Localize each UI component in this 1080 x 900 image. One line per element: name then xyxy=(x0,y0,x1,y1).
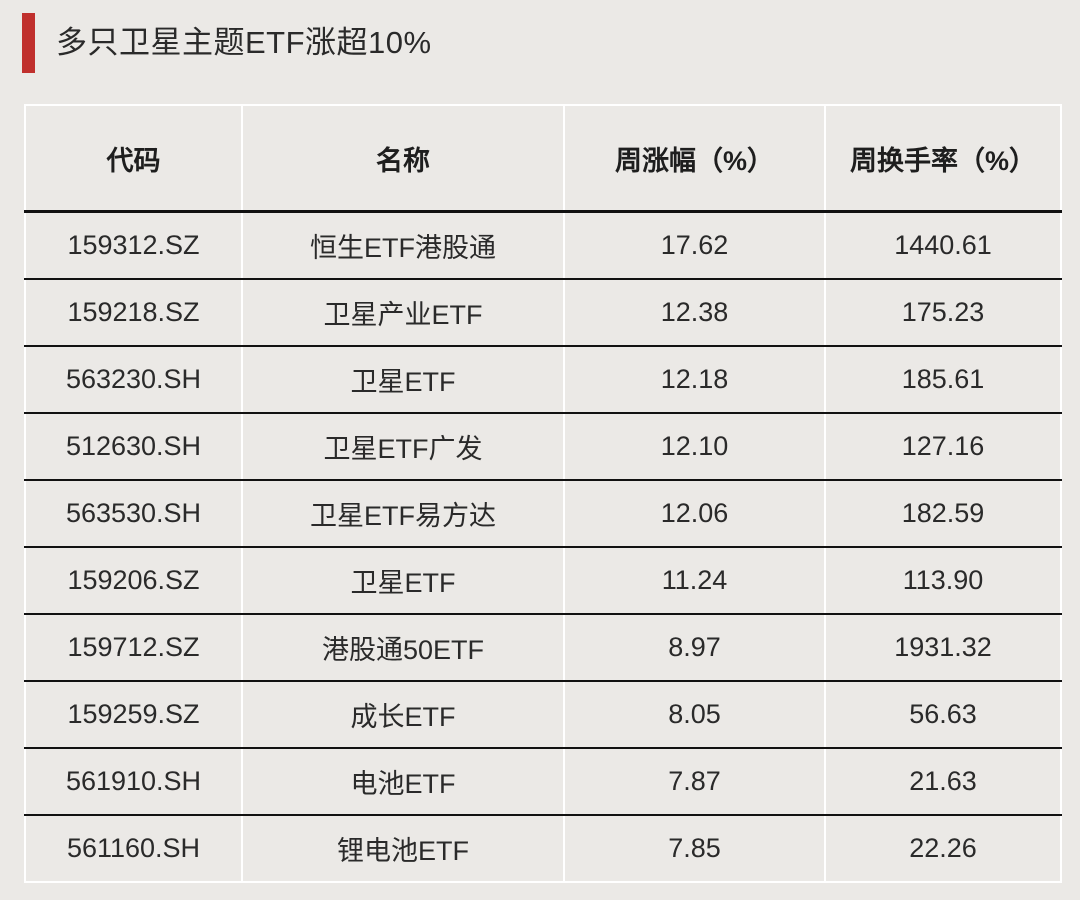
cell-name: 港股通50ETF xyxy=(241,614,564,682)
cell-name: 锂电池ETF xyxy=(241,815,564,882)
cell-weekly-change: 12.38 xyxy=(563,279,825,347)
cell-weekly-turnover: 185.61 xyxy=(824,346,1061,414)
etf-table: 代码 名称 周涨幅（%） 周换手率（%） 159312.SZ 恒生ETF港股通 17… xyxy=(24,104,1062,883)
cell-weekly-change: 7.85 xyxy=(563,815,825,882)
cell-code: 512630.SH xyxy=(25,413,242,481)
cell-code: 159206.SZ xyxy=(25,547,242,615)
cell-weekly-change: 17.62 xyxy=(563,211,825,280)
title-accent-bar xyxy=(22,13,35,73)
table-row: 159312.SZ 恒生ETF港股通 17.62 1440.61 xyxy=(25,211,1061,280)
cell-weekly-change: 8.05 xyxy=(563,681,825,749)
table-row: 561910.SH 电池ETF 7.87 21.63 xyxy=(25,748,1061,816)
cell-code: 159218.SZ xyxy=(25,279,242,347)
cell-weekly-change: 11.24 xyxy=(563,547,825,615)
cell-name: 卫星ETF易方达 xyxy=(241,480,564,548)
cell-code: 159259.SZ xyxy=(25,681,242,749)
cell-weekly-change: 8.97 xyxy=(563,614,825,682)
cell-weekly-turnover: 1931.32 xyxy=(824,614,1061,682)
table-row: 159206.SZ 卫星ETF 11.24 113.90 xyxy=(25,547,1061,615)
cell-code: 561910.SH xyxy=(25,748,242,816)
cell-weekly-turnover: 1440.61 xyxy=(824,211,1061,280)
cell-weekly-change: 12.10 xyxy=(563,413,825,481)
cell-weekly-turnover: 21.63 xyxy=(824,748,1061,816)
table-row: 563530.SH 卫星ETF易方达 12.06 182.59 xyxy=(25,480,1061,548)
page-title: 多只卫星主题ETF涨超10% xyxy=(56,25,432,60)
cell-weekly-change: 7.87 xyxy=(563,748,825,816)
table-header-row: 代码 名称 周涨幅（%） 周换手率（%） xyxy=(25,105,1061,213)
cell-name: 成长ETF xyxy=(241,681,564,749)
cell-code: 563230.SH xyxy=(25,346,242,414)
header-name: 名称 xyxy=(241,105,564,213)
table-row: 159259.SZ 成长ETF 8.05 56.63 xyxy=(25,681,1061,749)
cell-code: 159312.SZ xyxy=(25,211,242,280)
header-weekly-turnover: 周换手率（%） xyxy=(824,105,1061,213)
table-row: 561160.SH 锂电池ETF 7.85 22.26 xyxy=(25,815,1061,882)
table-row: 512630.SH 卫星ETF广发 12.10 127.16 xyxy=(25,413,1061,481)
cell-name: 卫星ETF xyxy=(241,547,564,615)
cell-code: 159712.SZ xyxy=(25,614,242,682)
cell-name: 电池ETF xyxy=(241,748,564,816)
table-row: 563230.SH 卫星ETF 12.18 185.61 xyxy=(25,346,1061,414)
cell-name: 卫星产业ETF xyxy=(241,279,564,347)
cell-name: 卫星ETF xyxy=(241,346,564,414)
header-code: 代码 xyxy=(25,105,242,213)
cell-weekly-change: 12.18 xyxy=(563,346,825,414)
cell-name: 恒生ETF港股通 xyxy=(241,211,564,280)
cell-weekly-turnover: 127.16 xyxy=(824,413,1061,481)
table-row: 159218.SZ 卫星产业ETF 12.38 175.23 xyxy=(25,279,1061,347)
cell-weekly-turnover: 22.26 xyxy=(824,815,1061,882)
table-row: 159712.SZ 港股通50ETF 8.97 1931.32 xyxy=(25,614,1061,682)
header-weekly-change: 周涨幅（%） xyxy=(563,105,825,213)
cell-code: 563530.SH xyxy=(25,480,242,548)
cell-weekly-turnover: 56.63 xyxy=(824,681,1061,749)
cell-weekly-change: 12.06 xyxy=(563,480,825,548)
cell-code: 561160.SH xyxy=(66,833,201,863)
cell-name: 卫星ETF广发 xyxy=(241,413,564,481)
cell-weekly-turnover: 175.23 xyxy=(824,279,1061,347)
cell-weekly-turnover: 113.90 xyxy=(824,547,1061,615)
cell-weekly-turnover: 182.59 xyxy=(824,480,1061,548)
